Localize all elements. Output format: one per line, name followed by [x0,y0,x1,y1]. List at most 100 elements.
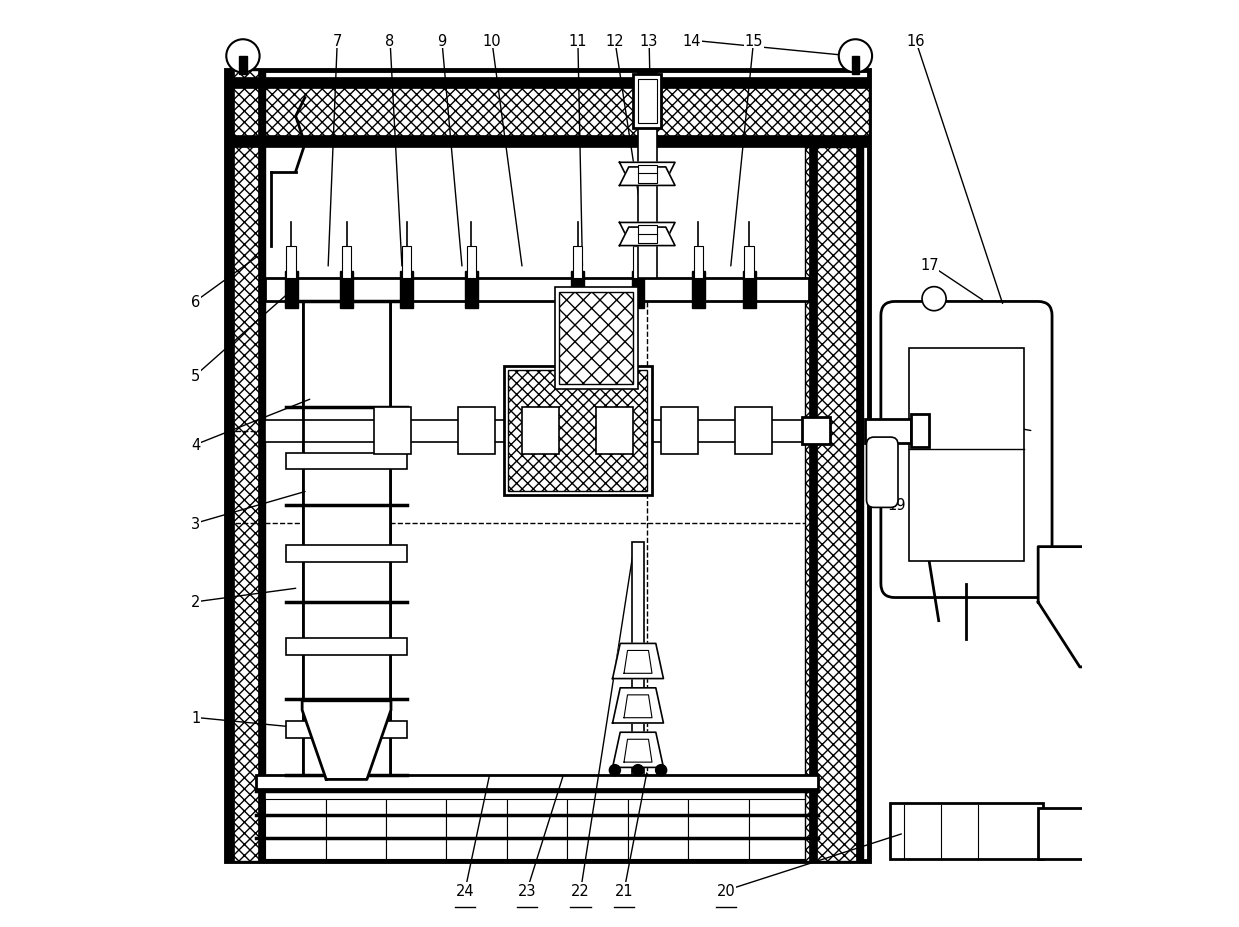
FancyBboxPatch shape [866,438,898,508]
Bar [632,542,643,775]
Bar [507,799,567,859]
Text: 2: 2 [191,594,201,610]
Text: 24: 24 [456,883,475,898]
Text: 15: 15 [745,33,763,48]
Bar [523,408,559,454]
Bar [633,247,643,279]
Bar [735,408,772,454]
Bar [908,349,1025,561]
Bar [339,273,353,309]
Circle shape [655,765,667,776]
Text: 13: 13 [639,33,658,48]
Text: 14: 14 [683,33,701,48]
Bar [742,273,756,309]
Bar [265,279,809,302]
Bar [457,408,494,454]
Bar [567,799,628,859]
Bar [465,273,478,309]
Bar [387,799,446,859]
Text: 4: 4 [191,438,201,452]
Bar [633,75,662,129]
Text: 3: 3 [191,516,201,531]
Bar [227,83,870,143]
Bar [227,70,870,861]
Polygon shape [620,223,675,242]
Bar [508,371,647,491]
Bar [851,57,859,75]
Polygon shape [612,732,663,768]
Polygon shape [1038,547,1116,667]
Bar [628,799,689,859]
Bar [326,799,387,859]
Text: 16: 16 [906,33,924,48]
Bar [374,408,411,454]
Bar [403,247,411,279]
Bar [342,247,351,279]
Bar [911,414,929,448]
Bar [694,247,703,279]
Text: 20: 20 [716,883,735,898]
Bar [227,70,265,861]
Bar [258,70,265,861]
Polygon shape [620,163,675,182]
Bar [809,147,817,861]
Bar [286,721,408,738]
Bar [227,70,234,861]
Bar [400,273,413,309]
Bar [804,147,862,861]
Text: 12: 12 [606,33,624,48]
Polygon shape [612,643,663,679]
Bar [559,293,633,385]
Polygon shape [302,701,392,780]
Bar [890,804,1043,859]
Bar [802,417,830,445]
Bar [286,638,408,654]
Polygon shape [620,168,675,186]
Circle shape [922,287,947,311]
Bar [286,453,408,470]
Text: 6: 6 [191,294,201,310]
Bar [865,419,911,443]
Bar [632,273,644,309]
Bar [239,57,247,75]
Bar [286,546,408,563]
Bar [467,247,476,279]
Bar [227,136,870,147]
Bar [689,799,748,859]
Bar [260,785,814,859]
Text: 23: 23 [518,883,536,898]
Bar [662,408,698,454]
Bar [638,226,657,244]
Bar [227,78,870,89]
Bar [265,799,326,859]
Polygon shape [612,688,663,723]
Circle shape [227,40,260,73]
Bar [596,408,633,454]
Bar [504,366,652,496]
Bar [555,288,638,389]
Bar [856,147,862,861]
Circle shape [839,40,872,73]
Bar [809,147,862,861]
Bar [574,247,582,279]
Text: 17: 17 [921,258,939,273]
Circle shape [610,765,621,776]
Circle shape [632,765,643,776]
Bar [748,799,809,859]
Bar [745,247,753,279]
Bar [638,166,657,184]
Bar [691,273,705,309]
Bar [1038,808,1116,859]
Text: 10: 10 [482,33,501,48]
Text: 5: 5 [191,368,201,383]
Text: 22: 22 [571,883,590,898]
Text: 7: 7 [332,33,342,48]
Text: 19: 19 [888,498,906,513]
Bar [265,420,807,442]
Bar [638,80,657,124]
FancyBboxPatch shape [881,302,1052,598]
Text: 9: 9 [437,33,446,48]
Bar [571,273,585,309]
Text: 1: 1 [191,710,201,725]
Text: 11: 11 [569,33,587,48]
